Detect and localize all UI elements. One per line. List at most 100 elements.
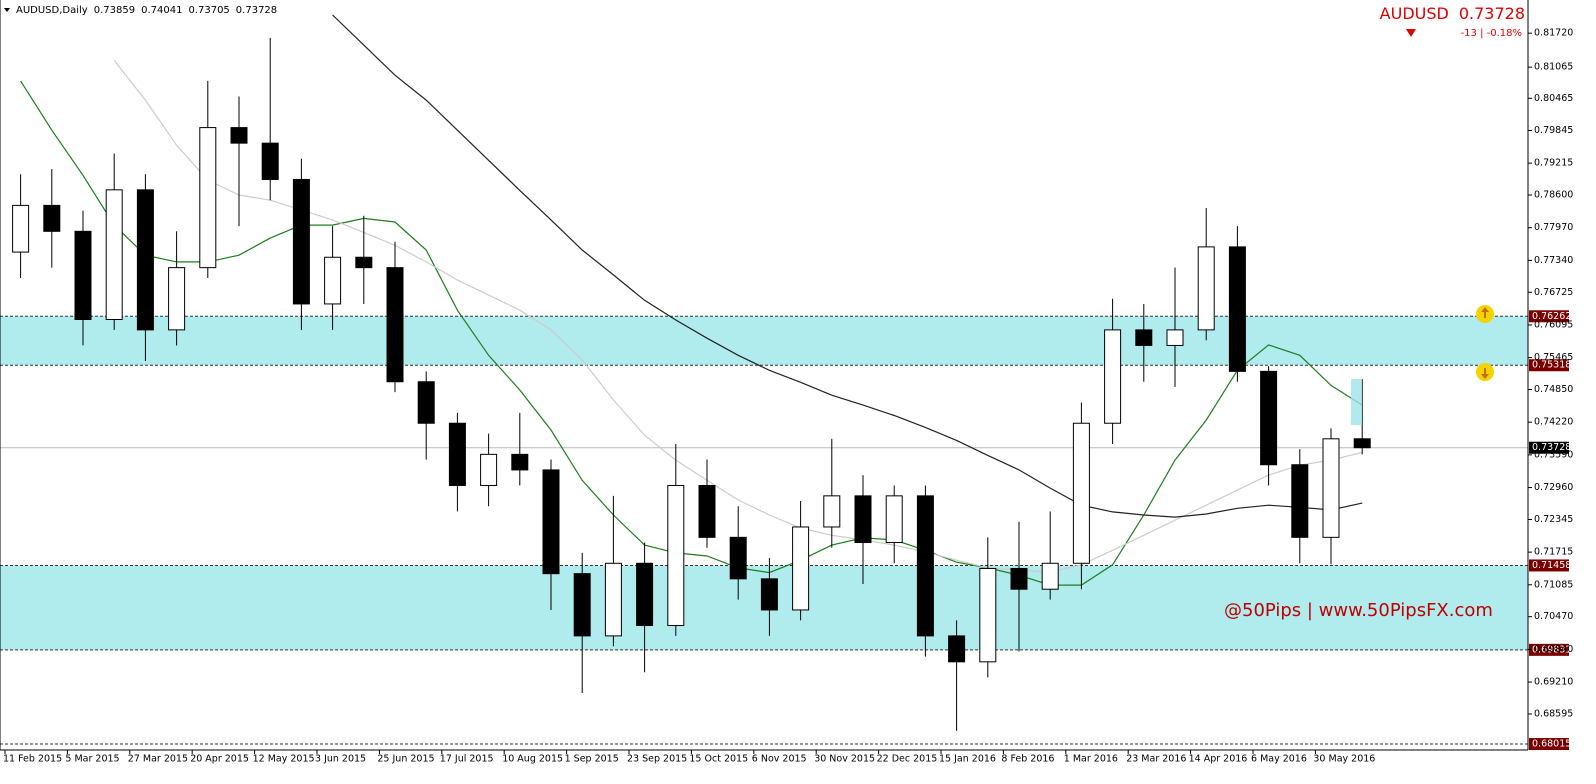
candle-body — [792, 526, 810, 611]
candle-body — [573, 573, 591, 637]
level-label-bg — [1529, 559, 1569, 572]
level-label-bg — [1529, 738, 1569, 751]
y-tick-label: 0.72345 — [1534, 514, 1573, 525]
x-tick-label: 27 Mar 2015 — [128, 754, 188, 765]
level-label-bg — [1529, 359, 1569, 372]
y-tick-label: 0.79845 — [1534, 125, 1573, 136]
change: -13 | -0.18% — [1461, 28, 1522, 39]
zone — [0, 316, 1528, 366]
y-tick-label: 0.71715 — [1534, 547, 1573, 558]
x-tick-label: 10 Aug 2015 — [502, 754, 563, 765]
candle-body — [604, 562, 622, 637]
ticker: AUDUSD 0.73728 — [1380, 4, 1525, 23]
header: AUDUSD,Daily 0.73859 0.74041 0.73705 0.73728 — [16, 5, 277, 16]
candle-body — [199, 127, 217, 269]
down-triangle — [1406, 29, 1416, 37]
candle-body — [12, 204, 30, 253]
x-tick-label: 14 Apr 2016 — [1189, 754, 1248, 765]
candle-body — [1228, 246, 1246, 372]
menu-arrow — [4, 8, 10, 12]
watermark: @50Pips | www.50PipsFX.com — [1224, 600, 1493, 621]
candle-body — [667, 484, 685, 627]
header-price: 0.73728 — [236, 5, 277, 16]
candle-body — [979, 567, 997, 663]
candle-body — [448, 422, 466, 486]
candle-body — [698, 484, 716, 538]
candle-body — [355, 256, 373, 269]
y-tick-label: 0.69210 — [1534, 677, 1573, 688]
y-tick-label: 0.74220 — [1534, 417, 1573, 428]
ticker-symbol: AUDUSD — [1380, 4, 1449, 23]
y-tick-label: 0.73590 — [1534, 449, 1573, 460]
candle-body — [1135, 329, 1153, 346]
marker-box — [1351, 379, 1362, 425]
candle-body — [1197, 246, 1215, 331]
level-label: 0.76262 — [1532, 311, 1571, 322]
candle-body — [168, 267, 186, 331]
y-tick-label: 0.80465 — [1534, 93, 1573, 104]
y-tick-label: 0.68595 — [1534, 708, 1573, 719]
candle-body — [136, 189, 154, 331]
y-tick-label: 0.81065 — [1534, 62, 1573, 73]
x-tick-label: 6 Nov 2015 — [752, 754, 807, 765]
y-tick-label: 0.77340 — [1534, 255, 1573, 266]
candle-body — [1322, 438, 1340, 538]
candle-body — [1104, 329, 1122, 424]
x-tick-label: 5 Mar 2015 — [65, 754, 119, 765]
y-tick-label: 0.75465 — [1534, 352, 1573, 363]
candle-body — [1166, 329, 1184, 346]
candle-body — [105, 189, 123, 321]
header-price: 0.73705 — [188, 5, 229, 16]
y-tick-label: 0.69840 — [1534, 644, 1573, 655]
x-tick-label: 22 Dec 2015 — [877, 754, 938, 765]
header-price: 0.74041 — [141, 5, 182, 16]
candle-body — [417, 381, 435, 424]
candle-body — [43, 204, 61, 232]
level-label: 0.75318 — [1532, 360, 1571, 371]
x-tick-label: 30 Nov 2015 — [814, 754, 875, 765]
x-tick-label: 1 Mar 2016 — [1064, 754, 1118, 765]
current-label: 0.73728 — [1532, 442, 1571, 453]
candle-body — [261, 142, 279, 180]
candle-body — [636, 562, 654, 627]
x-tick-label: 23 Mar 2016 — [1126, 754, 1186, 765]
y-tick-label: 0.76725 — [1534, 287, 1573, 298]
candle-body — [74, 230, 92, 321]
x-tick-label: 1 Sep 2015 — [565, 754, 619, 765]
candle-body — [511, 453, 529, 471]
candle-body — [1353, 438, 1371, 449]
candle-body — [760, 578, 778, 611]
x-tick-label: 11 Feb 2015 — [3, 754, 62, 765]
candle-body — [480, 453, 498, 486]
moving-average — [113, 59, 1363, 573]
moving-average — [20, 80, 1363, 586]
ticker-price: 0.73728 — [1459, 4, 1525, 23]
candle-body — [916, 495, 934, 637]
level-label: 0.68015 — [1532, 739, 1571, 750]
x-tick-label: 23 Sep 2015 — [627, 754, 687, 765]
up-icon — [1476, 305, 1494, 323]
down-icon — [1476, 363, 1494, 381]
candle-body — [1010, 567, 1028, 590]
y-tick-label: 0.72960 — [1534, 482, 1573, 493]
y-tick-label: 0.77970 — [1534, 222, 1573, 233]
candle-body — [854, 495, 872, 544]
candle-body — [729, 536, 747, 580]
level-label-bg — [1529, 310, 1569, 323]
candle-body — [1260, 370, 1278, 466]
x-tick-label: 3 Jun 2015 — [315, 754, 366, 765]
candle-body — [230, 127, 248, 144]
level-label: 0.69831 — [1532, 644, 1571, 655]
y-tick-label: 0.81720 — [1534, 28, 1573, 39]
current-label-bg — [1529, 441, 1569, 454]
y-tick-label: 0.78600 — [1534, 190, 1573, 201]
level-label-bg — [1529, 643, 1569, 656]
level-label: 0.71458 — [1532, 560, 1571, 571]
x-tick-label: 6 May 2016 — [1251, 754, 1307, 765]
y-tick-label: 0.70470 — [1534, 611, 1573, 622]
candle-body — [948, 635, 966, 663]
candle-body — [1041, 562, 1059, 590]
candle-body — [885, 495, 903, 544]
